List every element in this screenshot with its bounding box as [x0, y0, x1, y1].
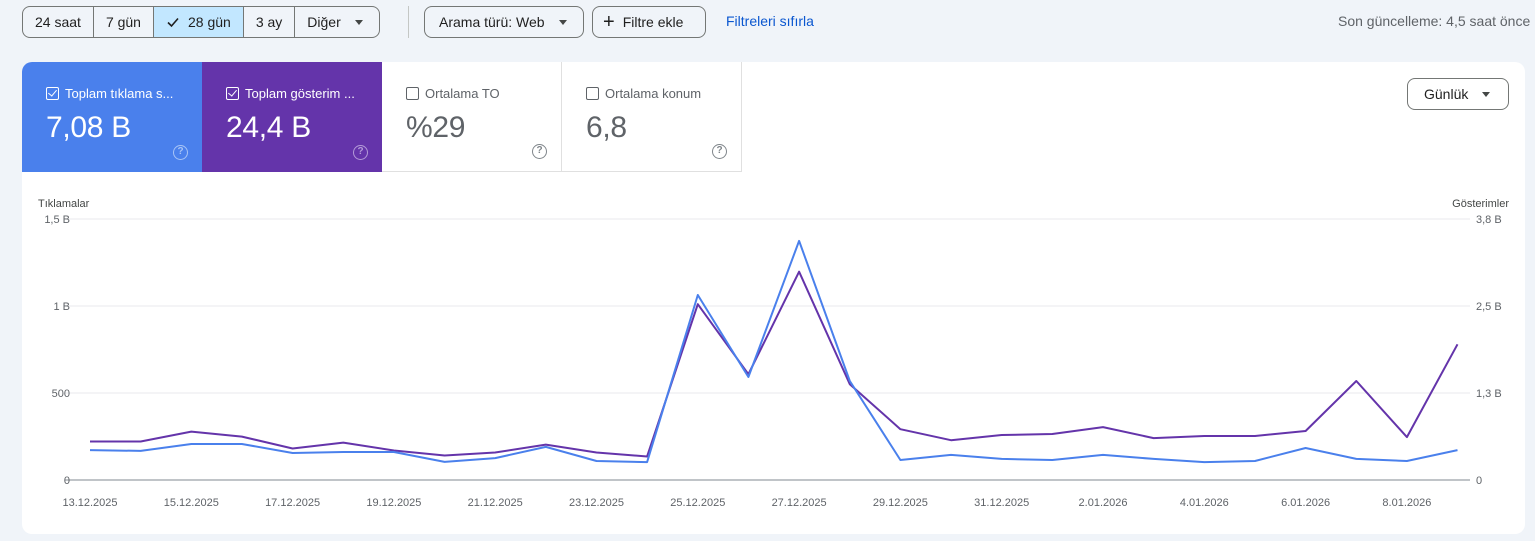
checkbox-unchecked-icon[interactable]: [586, 87, 599, 100]
toolbar-divider: [408, 6, 409, 38]
granularity-label: Günlük: [1424, 86, 1469, 102]
add-filter-button[interactable]: + Filtre ekle: [592, 6, 706, 38]
metric-value: 24,4 B: [226, 111, 311, 144]
date-range-label: 7 gün: [105, 14, 141, 30]
metric-value: 6,8: [586, 111, 627, 144]
performance-card: Toplam tıklama s... 7,08 B ? Toplam göst…: [22, 62, 1525, 534]
metric-average-ctr[interactable]: Ortalama TO %29 ?: [382, 62, 562, 172]
caret-down-icon: [558, 19, 567, 25]
caret-down-icon: [1482, 91, 1491, 97]
help-circle-icon[interactable]: ?: [173, 145, 188, 160]
check-icon: [167, 17, 179, 28]
help-circle-icon[interactable]: ?: [712, 144, 727, 159]
date-range-selector: 24 saat 7 gün 28 gün 3 ay Diğer: [22, 6, 380, 38]
help-circle-icon[interactable]: ?: [353, 145, 368, 160]
date-range-other-dropdown[interactable]: Diğer: [295, 7, 378, 37]
metric-average-position[interactable]: Ortalama konum 6,8 ?: [562, 62, 742, 172]
search-type-label: Arama türü: Web: [439, 14, 545, 30]
metric-label: Toplam tıklama s...: [65, 86, 174, 101]
metric-total-impressions[interactable]: Toplam gösterim ... 24,4 B ?: [202, 62, 382, 172]
date-range-7d[interactable]: 7 gün: [94, 7, 154, 37]
granularity-dropdown[interactable]: Günlük: [1407, 78, 1509, 110]
date-range-24h[interactable]: 24 saat: [23, 7, 94, 37]
checkbox-checked-icon[interactable]: [226, 87, 239, 100]
metric-value: %29: [406, 111, 466, 144]
toolbar: 24 saat 7 gün 28 gün 3 ay Diğer Arama tü…: [0, 0, 1535, 44]
date-range-label: 3 ay: [255, 14, 283, 30]
plus-icon: +: [603, 11, 615, 33]
date-range-label: 24 saat: [35, 14, 81, 30]
date-range-label: Diğer: [307, 14, 341, 30]
metric-label: Toplam gösterim ...: [245, 86, 355, 101]
checkbox-unchecked-icon[interactable]: [406, 87, 419, 100]
date-range-3m[interactable]: 3 ay: [244, 7, 296, 37]
caret-down-icon: [354, 19, 363, 25]
date-range-label: 28 gün: [187, 14, 231, 30]
last-updated-text: Son güncelleme: 4,5 saat önce: [1338, 13, 1531, 29]
metric-label: Ortalama konum: [605, 86, 702, 101]
search-type-filter[interactable]: Arama türü: Web: [424, 6, 584, 38]
reset-filters-link[interactable]: Filtreleri sıfırla: [726, 13, 814, 29]
metric-label: Ortalama TO: [425, 86, 500, 101]
add-filter-label: Filtre ekle: [622, 14, 684, 30]
metric-total-clicks[interactable]: Toplam tıklama s... 7,08 B ?: [22, 62, 202, 172]
date-range-28d[interactable]: 28 gün: [153, 7, 244, 37]
metric-value: 7,08 B: [46, 111, 131, 144]
help-circle-icon[interactable]: ?: [532, 144, 547, 159]
checkbox-checked-icon[interactable]: [46, 87, 59, 100]
